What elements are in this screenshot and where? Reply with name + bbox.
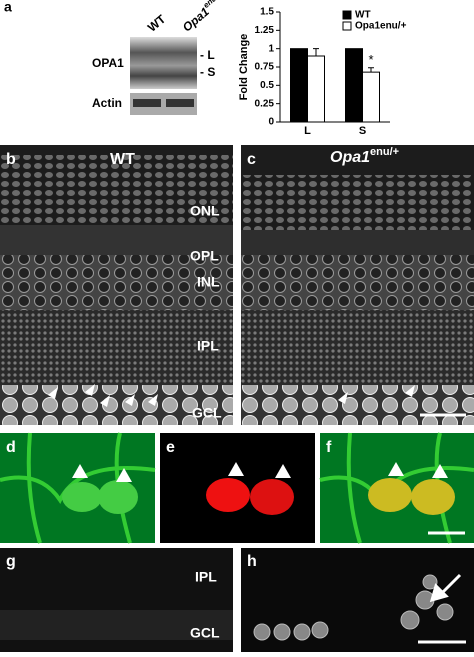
- panel-letter: b: [6, 151, 16, 168]
- blot-label: - L: [200, 48, 215, 62]
- layer-label: GCL: [192, 405, 222, 421]
- cell: [62, 482, 102, 512]
- cells: [253, 574, 454, 641]
- y-tick-label: 0.75: [255, 62, 275, 73]
- x-tick-label: S: [359, 125, 366, 137]
- micrograph: [241, 145, 474, 425]
- panel-letter: c: [247, 151, 256, 168]
- y-tick-label: 0.5: [260, 80, 274, 91]
- micrograph: [0, 145, 233, 425]
- layer-label: GCL: [190, 625, 220, 641]
- bar: [362, 71, 380, 123]
- panel-letter: g: [6, 553, 16, 570]
- y-tick-label: 0: [268, 117, 274, 128]
- panel-letter: d: [6, 439, 16, 456]
- legend-swatch: [342, 10, 352, 20]
- blot-label: - S: [200, 65, 215, 79]
- y-tick-label: 1: [268, 43, 274, 54]
- blot-label: Opa1enu/+: [179, 0, 229, 35]
- arrowheads: [72, 462, 448, 482]
- genotype-label: WT: [110, 151, 135, 168]
- y-tick-label: 0.25: [255, 98, 275, 109]
- legend-label: WT: [355, 10, 371, 21]
- cell: [368, 478, 412, 512]
- layer-label: IPL: [197, 338, 219, 354]
- panel-letter: f: [326, 439, 332, 456]
- blot-label: Actin: [92, 96, 122, 110]
- error-bar: [313, 48, 319, 56]
- blot-image: [130, 37, 197, 89]
- layer-label: OPL: [190, 248, 219, 264]
- y-tick-label: 1.25: [255, 25, 275, 36]
- layer-label: ONL: [190, 203, 220, 219]
- y-axis-label: Fold Change: [238, 34, 250, 101]
- blot-label: OPA1: [92, 56, 124, 70]
- bar: [290, 48, 308, 123]
- panel-letter: a: [4, 0, 12, 15]
- panel-letter: e: [166, 439, 175, 456]
- band: [133, 99, 161, 107]
- panel-letter: h: [247, 553, 257, 570]
- cell: [411, 479, 455, 515]
- y-tick-label: 1.5: [260, 7, 274, 18]
- cell: [250, 479, 294, 515]
- blot-image: [130, 93, 197, 115]
- cell: [206, 478, 250, 512]
- band: [166, 99, 194, 107]
- bar: [307, 55, 325, 123]
- layer-label: INL: [197, 274, 220, 290]
- error-bar: [368, 67, 374, 73]
- x-tick-label: L: [304, 125, 311, 137]
- annotation: *: [368, 52, 373, 67]
- arrowheads: [48, 384, 415, 407]
- chart: 0 0.25 0.5 0.75 1 1.25 1.5 Fold Change L S * WTOpa1…: [238, 7, 407, 137]
- arrow: [429, 573, 462, 603]
- blot-label: WT: [145, 12, 169, 35]
- legend-label: Opa1enu/+: [355, 21, 407, 32]
- legend-swatch: [342, 21, 352, 31]
- genotype-label: Opa1enu/+: [330, 146, 399, 166]
- layer-label: IPL: [195, 569, 217, 585]
- texture: [0, 610, 233, 640]
- bar: [345, 48, 363, 123]
- cell: [98, 480, 138, 514]
